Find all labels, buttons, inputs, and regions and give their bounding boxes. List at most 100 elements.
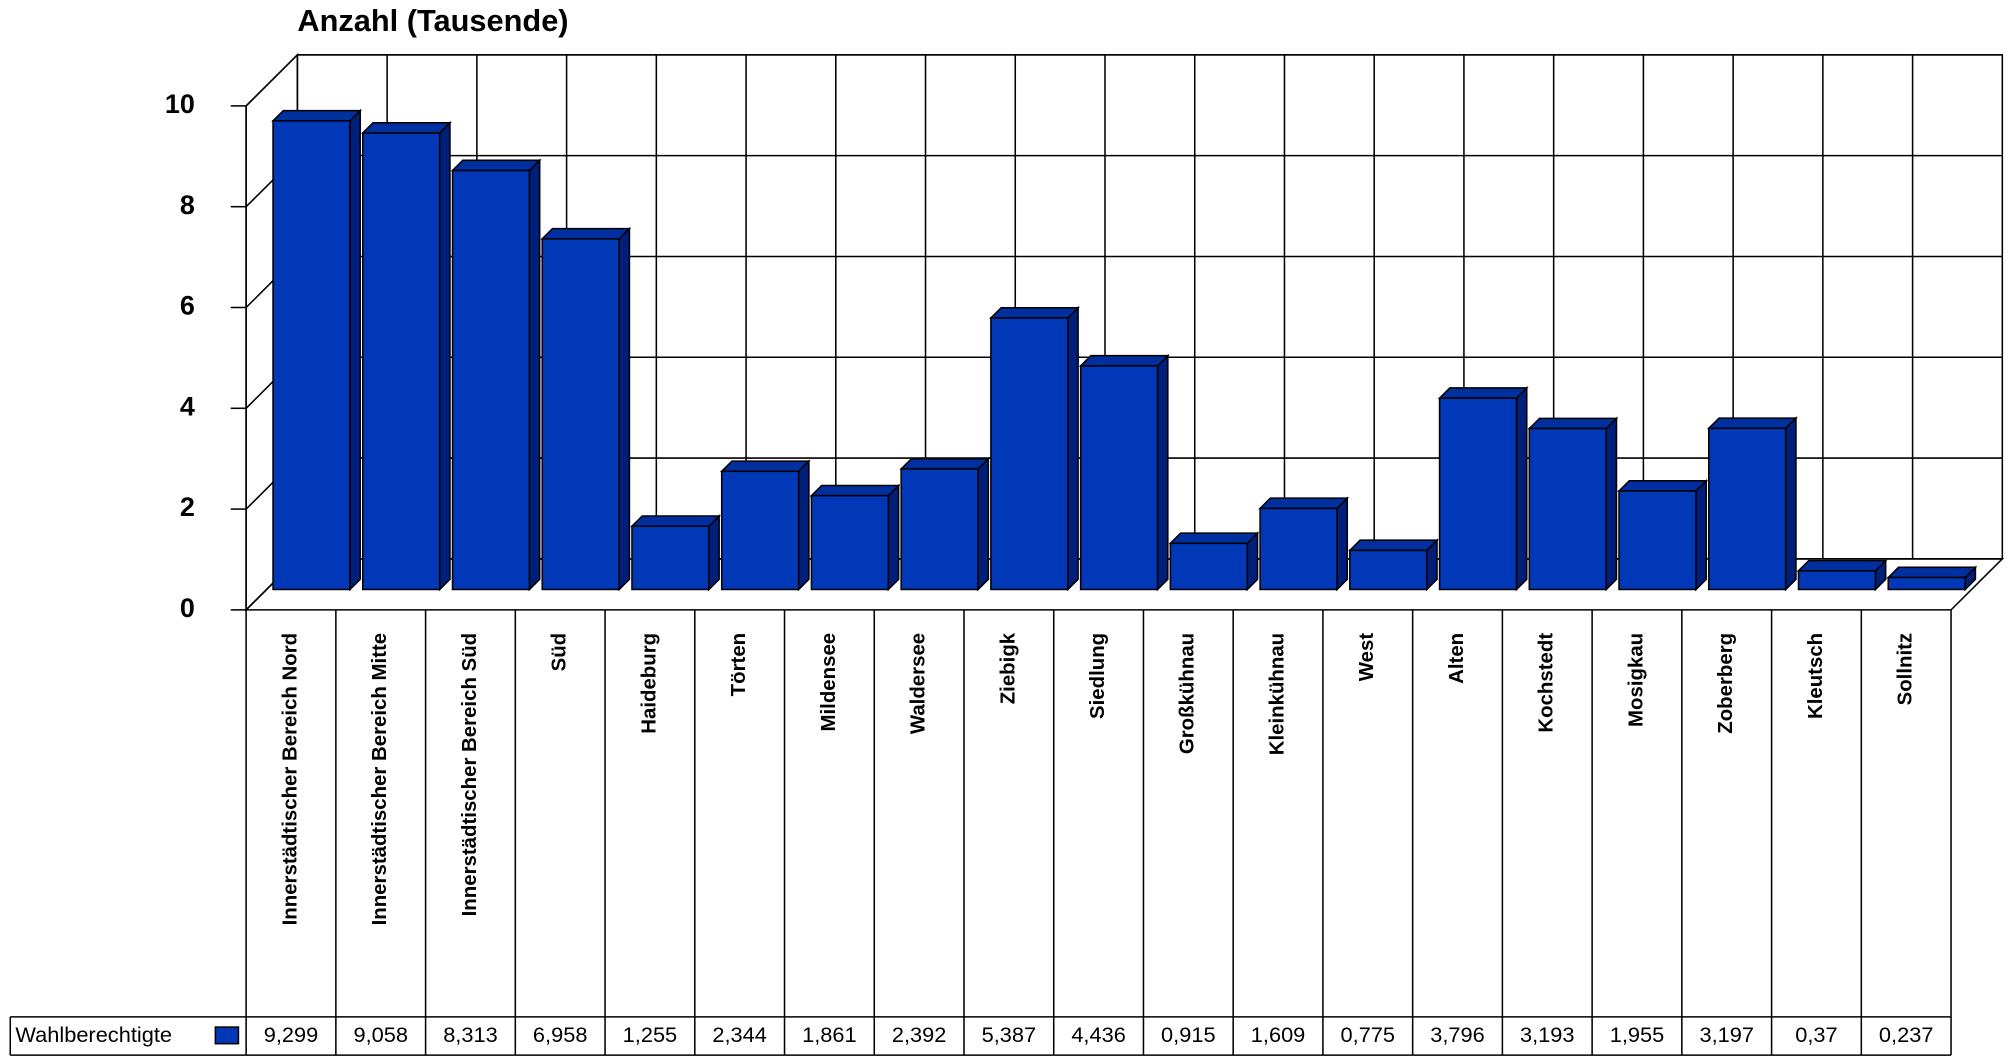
bar-side xyxy=(1695,478,1707,592)
bar-side xyxy=(887,483,900,592)
x-tick-label: Innerstädtischer Bereich Süd xyxy=(458,633,481,917)
x-tick-label: Waldersee xyxy=(906,633,929,734)
value-label: 9,299 xyxy=(264,1022,319,1047)
bar-top xyxy=(719,460,811,473)
bar-top xyxy=(1706,417,1798,430)
bar-side xyxy=(1605,416,1618,592)
bar-top xyxy=(1796,559,1888,572)
bar xyxy=(1618,490,1697,591)
x-tick-label: Mosigkau xyxy=(1624,633,1647,727)
x-tick-label: Haideburg xyxy=(637,633,660,734)
value-label: 9,058 xyxy=(353,1022,408,1047)
bar xyxy=(990,317,1069,591)
bar-side xyxy=(1515,386,1528,592)
bar xyxy=(720,470,800,591)
bar xyxy=(631,525,710,591)
x-tick-label: Sollnitz xyxy=(1894,633,1917,706)
bar-top xyxy=(1886,566,1978,579)
chart-title: Anzahl (Tausende) xyxy=(297,3,568,38)
bar-top xyxy=(1437,387,1529,399)
x-tick-label: Kochstedt xyxy=(1535,633,1558,733)
value-label: 1,955 xyxy=(1610,1022,1665,1047)
legend-swatch xyxy=(214,1026,240,1045)
value-label: 4,436 xyxy=(1071,1022,1126,1047)
bar-top xyxy=(989,306,1080,319)
bar-top xyxy=(1527,417,1619,430)
bar-top xyxy=(540,227,632,240)
bar-top xyxy=(1347,539,1439,552)
x-tick-label: Törten xyxy=(727,633,750,696)
bar xyxy=(541,238,620,591)
bar-side xyxy=(349,108,361,592)
bar-top xyxy=(1168,532,1260,545)
bar xyxy=(1169,542,1249,591)
bar-side xyxy=(528,158,541,592)
bar xyxy=(1797,570,1877,591)
bar-side xyxy=(977,456,990,592)
bar xyxy=(1079,365,1159,591)
value-label: 0,775 xyxy=(1341,1022,1396,1047)
grid-line xyxy=(245,54,298,107)
bar-top xyxy=(1617,479,1709,492)
bar-top xyxy=(1258,497,1350,510)
value-label: 8,313 xyxy=(443,1022,498,1047)
y-tick-label: 0 xyxy=(180,593,195,623)
bar-side xyxy=(1156,353,1169,592)
chart-body: Anzahl (Tausende) 0 2 4 6 8 10 Innerstädtische… xyxy=(9,3,2005,1056)
bar xyxy=(1259,507,1338,591)
y-tick-label: 2 xyxy=(180,492,195,522)
x-tick-label: Alten xyxy=(1445,633,1468,684)
bar xyxy=(1438,397,1518,591)
bar xyxy=(1528,427,1607,591)
bar xyxy=(810,494,890,591)
bar xyxy=(1349,549,1428,591)
value-label: 0,37 xyxy=(1795,1022,1837,1047)
x-tick-label: West xyxy=(1355,633,1378,682)
value-label: 1,609 xyxy=(1251,1022,1306,1047)
value-label: 6,958 xyxy=(533,1022,588,1047)
x-tick-label: Ziebigk xyxy=(996,632,1019,704)
bar xyxy=(362,132,441,591)
bar-top xyxy=(450,159,542,172)
value-label: 3,193 xyxy=(1520,1022,1575,1047)
x-tick-label: Kleutsch xyxy=(1804,633,1827,719)
value-label: 2,392 xyxy=(892,1022,947,1047)
x-tick-label: Innerstädtischer Bereich Mitte xyxy=(368,633,391,926)
bar-top xyxy=(1078,354,1170,367)
bar xyxy=(900,468,979,591)
bar-side xyxy=(797,459,810,592)
bar-side xyxy=(1784,416,1797,592)
y-tick-label: 10 xyxy=(165,89,195,119)
bar-side xyxy=(618,226,631,592)
value-label: 1,255 xyxy=(623,1022,678,1047)
bar-top xyxy=(271,109,363,122)
x-tick-label: Mildensee xyxy=(817,633,840,732)
bar-side xyxy=(1336,496,1349,592)
value-label: 2,344 xyxy=(712,1022,767,1047)
bar xyxy=(451,169,531,591)
bar-top xyxy=(809,484,901,497)
value-label: 5,387 xyxy=(982,1022,1037,1047)
bar xyxy=(1887,576,1966,591)
bar-top xyxy=(360,121,452,134)
y-tick-label: 6 xyxy=(180,291,195,321)
bar-side xyxy=(438,120,451,592)
x-tick-label: Süd xyxy=(548,633,571,672)
bar-top xyxy=(899,457,991,470)
value-label: 1,861 xyxy=(802,1022,857,1047)
x-tick-label: Siedlung xyxy=(1086,633,1109,719)
bar-top xyxy=(630,515,722,527)
x-tick-label: Zoberberg xyxy=(1714,633,1737,734)
x-tick-label: Großkühnau xyxy=(1176,633,1199,754)
x-tick-label: Kleinkühnau xyxy=(1265,633,1288,755)
value-label: 0,915 xyxy=(1161,1022,1216,1047)
x-tick-label: Innerstädtischer Bereich Nord xyxy=(278,633,301,926)
value-label: 3,796 xyxy=(1430,1022,1485,1047)
value-label: 3,197 xyxy=(1699,1022,1754,1047)
bar-side xyxy=(708,514,720,592)
value-label: 0,237 xyxy=(1879,1022,1934,1047)
legend-label: Wahlberechtigte xyxy=(15,1022,172,1047)
bar xyxy=(1708,427,1787,591)
y-tick-label: 8 xyxy=(180,190,195,220)
